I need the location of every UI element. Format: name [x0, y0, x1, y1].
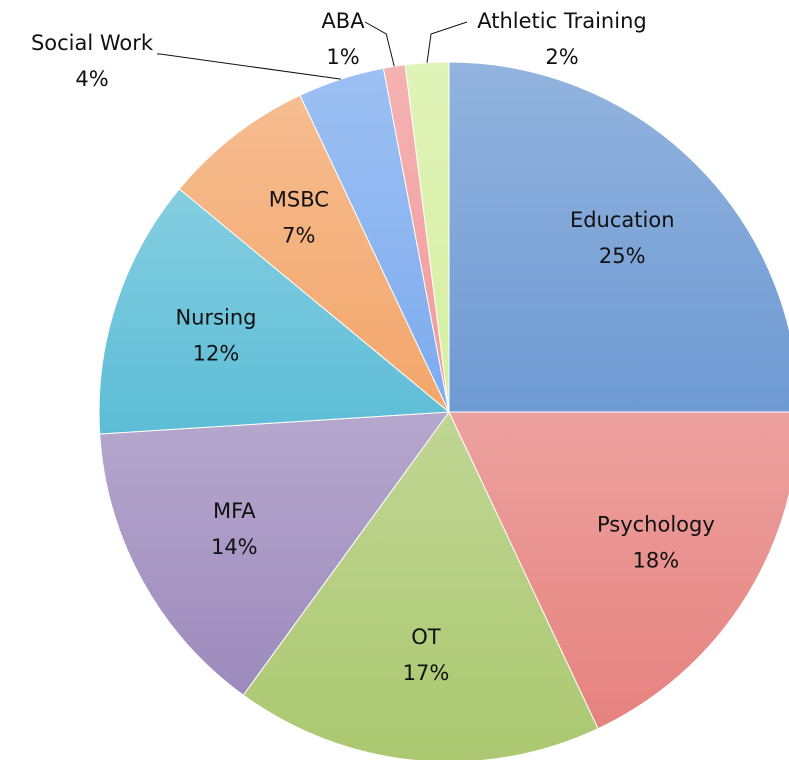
- leader-line: [426, 21, 468, 63]
- pie-slice: [242, 411, 599, 760]
- slice-label: Nursing: [175, 305, 256, 329]
- pie-slice: [448, 411, 789, 730]
- slice-value-label: 25%: [599, 244, 646, 268]
- slice-label: Education: [570, 208, 675, 232]
- slice-label: ABA: [321, 9, 365, 33]
- slice-value-label: 12%: [193, 341, 240, 365]
- slice-label: OT: [411, 625, 441, 649]
- pie-slice: [404, 61, 450, 413]
- slice-value-label: 14%: [211, 535, 258, 559]
- slice-label: Social Work: [31, 31, 154, 55]
- slice-value-label: 18%: [633, 548, 680, 572]
- slice-value-label: 4%: [75, 67, 108, 91]
- slice-label: MSBC: [269, 187, 329, 211]
- slice-label: Psychology: [597, 512, 715, 536]
- leader-line: [157, 53, 341, 80]
- pie-slice: [98, 188, 451, 435]
- pie-slice: [99, 411, 451, 696]
- slice-label: Athletic Training: [477, 9, 646, 33]
- slice-value-label: 1%: [326, 45, 359, 69]
- pie-slice: [178, 94, 450, 413]
- slice-label: MFA: [213, 499, 256, 523]
- slice-value-label: 17%: [403, 661, 450, 685]
- pie-slice: [448, 61, 789, 413]
- leader-line: [364, 21, 395, 67]
- slice-value-label: 2%: [545, 45, 578, 69]
- slice-value-label: 7%: [282, 223, 315, 247]
